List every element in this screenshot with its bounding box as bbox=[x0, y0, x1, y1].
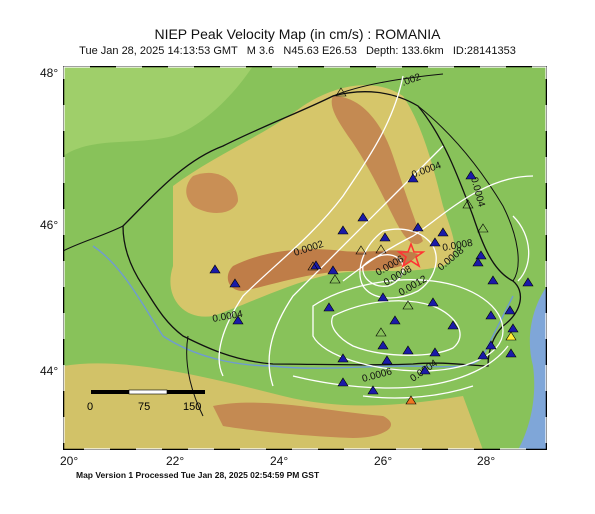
station-triangle bbox=[327, 265, 339, 275]
station-triangle bbox=[367, 385, 379, 395]
black-sea bbox=[518, 286, 547, 450]
station-triangle bbox=[429, 237, 441, 247]
event-depth: Depth: 133.6km bbox=[365, 45, 444, 57]
contour-line bbox=[292, 345, 509, 389]
stations bbox=[209, 87, 534, 405]
station-triangle bbox=[381, 355, 393, 365]
map-canvas[interactable]: 0.0002 0.0004 0.0004 0.0004 0.0006 0.000… bbox=[63, 66, 547, 450]
station-triangle bbox=[447, 320, 459, 330]
station-triangle bbox=[437, 227, 449, 237]
scale-label: 150 bbox=[183, 401, 201, 413]
contour-line bbox=[359, 228, 437, 299]
epicenter-star bbox=[396, 241, 426, 268]
station-triangle-open bbox=[402, 300, 414, 310]
lat-label-48: 48° bbox=[40, 66, 59, 80]
station-triangle bbox=[429, 347, 441, 357]
country-border bbox=[122, 91, 522, 367]
scale-label: 75 bbox=[138, 401, 150, 413]
station-triangle-open bbox=[329, 274, 341, 284]
contour-line bbox=[331, 300, 461, 356]
contour-line bbox=[362, 254, 404, 287]
terrain-plain bbox=[63, 66, 253, 156]
station-triangle bbox=[487, 275, 499, 285]
scale-label: 0 bbox=[87, 401, 93, 413]
station-triangle bbox=[389, 315, 401, 325]
border-bulgaria bbox=[186, 335, 204, 417]
map-subtitle: Tue Jan 28, 2025 14:13:53 GMT M 3.6 N45.… bbox=[0, 45, 595, 57]
lon-label-20: 20° bbox=[60, 454, 79, 468]
map-footer: Map Version 1 Processed Tue Jan 28, 2025… bbox=[76, 470, 320, 480]
terrain-apuseni bbox=[186, 172, 238, 213]
station-triangle-open bbox=[375, 244, 387, 254]
terrain-balkan-mountains bbox=[213, 402, 392, 438]
lat-label-44: 44° bbox=[40, 364, 59, 378]
station-triangle-open bbox=[355, 245, 367, 255]
station-triangle bbox=[522, 277, 534, 287]
contour-line bbox=[362, 385, 474, 399]
station-triangle bbox=[485, 310, 497, 320]
station-triangle bbox=[357, 212, 369, 222]
station-triangle bbox=[377, 340, 389, 350]
station-triangle bbox=[229, 278, 241, 288]
lon-label-22: 22° bbox=[166, 454, 185, 468]
lon-label-28: 28° bbox=[477, 454, 496, 468]
station-triangle bbox=[465, 170, 477, 180]
station-triangle bbox=[337, 225, 349, 235]
station-triangle-yellow bbox=[505, 331, 517, 341]
station-triangle bbox=[477, 350, 489, 360]
border-moldova bbox=[417, 105, 519, 282]
station-triangle bbox=[337, 377, 349, 387]
station-triangle-open bbox=[375, 327, 387, 337]
station-triangle bbox=[427, 297, 439, 307]
map-title: NIEP Peak Velocity Map (in cm/s) : ROMAN… bbox=[154, 26, 441, 42]
event-magnitude: M 3.6 bbox=[246, 45, 275, 57]
station-triangle-open bbox=[335, 87, 347, 97]
station-triangle bbox=[485, 340, 497, 350]
border-ukraine bbox=[332, 73, 444, 97]
lat-label-46: 46° bbox=[40, 218, 59, 232]
lon-label-24: 24° bbox=[270, 454, 289, 468]
station-triangle bbox=[407, 173, 419, 183]
contour-label: 0.0008 bbox=[442, 238, 474, 254]
terrain-mountains-east bbox=[331, 96, 423, 245]
station-triangle bbox=[475, 250, 487, 260]
station-triangle bbox=[402, 345, 414, 355]
contour-line bbox=[312, 279, 504, 372]
station-triangle bbox=[232, 315, 244, 325]
lon-label-26: 26° bbox=[374, 454, 393, 468]
scale-bar: 0 75 150 bbox=[87, 389, 205, 413]
event-datetime: Tue Jan 28, 2025 14:13:53 GMT bbox=[79, 45, 238, 57]
station-triangle bbox=[472, 257, 484, 267]
event-location: N45.63 E26.53 bbox=[283, 45, 357, 57]
contour-line bbox=[512, 215, 530, 282]
station-triangle bbox=[412, 222, 424, 232]
station-triangle bbox=[419, 365, 431, 375]
station-triangle bbox=[323, 302, 335, 312]
event-id: ID:28141353 bbox=[452, 45, 516, 57]
station-triangle bbox=[209, 264, 221, 274]
station-triangle bbox=[379, 232, 391, 242]
contour-line bbox=[218, 75, 404, 377]
station-triangle-open bbox=[477, 223, 489, 233]
station-triangle bbox=[337, 353, 349, 363]
station-triangle bbox=[310, 260, 322, 270]
station-triangle bbox=[504, 305, 516, 315]
border-other bbox=[63, 225, 124, 252]
station-triangle bbox=[507, 323, 519, 333]
station-triangle-open bbox=[307, 261, 319, 271]
station-triangle bbox=[505, 348, 517, 358]
station-triangle bbox=[377, 292, 389, 302]
station-triangle-open bbox=[462, 199, 474, 209]
station-triangle-orange bbox=[405, 395, 417, 405]
